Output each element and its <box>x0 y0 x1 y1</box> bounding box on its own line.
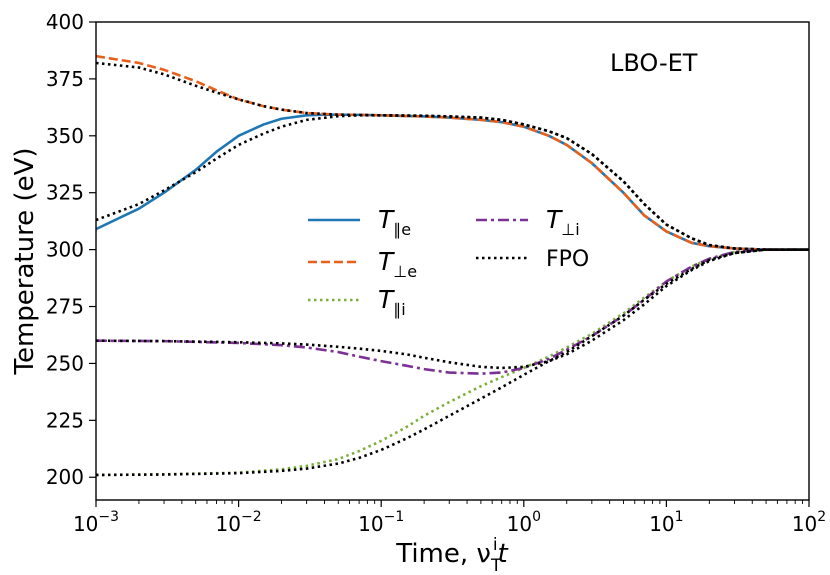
y-tick-label: 375 <box>46 67 84 91</box>
y-tick-label: 250 <box>46 351 84 375</box>
legend-item: T⊥i <box>476 205 580 239</box>
y-tick-label: 200 <box>46 465 84 489</box>
y-tick-label: 275 <box>46 295 84 319</box>
legend-label: FPO <box>546 247 589 272</box>
series-line-7 <box>95 248 809 370</box>
y-tick-label: 400 <box>46 10 84 34</box>
y-tick-label: 350 <box>46 124 84 148</box>
legend-label: T∥i <box>378 285 406 319</box>
plot-frame <box>95 21 810 501</box>
series-line-3 <box>95 248 809 477</box>
x-tick-label: 10−3 <box>73 509 119 536</box>
series-line-2 <box>95 54 809 251</box>
legend-label: T∥e <box>378 205 411 239</box>
x-axis-ticks: 10−3 10−2 10−1 100 101 102 <box>73 500 826 536</box>
legend-label: T⊥i <box>546 205 580 239</box>
y-tick-label: 325 <box>46 181 84 205</box>
legend-item: T⊥e <box>308 247 417 281</box>
y-tick-label: 300 <box>46 238 84 262</box>
legend: T∥e T⊥e T∥i T⊥i FPO <box>308 205 589 319</box>
legend-item: T∥i <box>308 285 406 319</box>
x-axis-title: Time, νTit <box>395 535 508 575</box>
x-tick-label: 10−1 <box>358 509 404 536</box>
x-tick-label: 101 <box>649 509 683 536</box>
plot-lines <box>95 54 809 477</box>
x-tick-label: 100 <box>507 509 541 536</box>
y-tick-label: 225 <box>46 408 84 432</box>
legend-label: T⊥e <box>378 247 417 281</box>
x-tick-label: 102 <box>792 509 826 536</box>
series-line-8 <box>95 248 809 477</box>
x-tick-label: 10−2 <box>216 509 262 536</box>
y-axis-ticks: 200 225 250 275 300 325 350 375 400 <box>46 10 96 489</box>
y-axis-title: Temperature (eV) <box>10 147 40 375</box>
chart-annotation: LBO-ET <box>610 49 698 77</box>
legend-item: T∥e <box>308 205 411 239</box>
legend-item: FPO <box>476 247 589 272</box>
series-line-5 <box>95 114 809 251</box>
